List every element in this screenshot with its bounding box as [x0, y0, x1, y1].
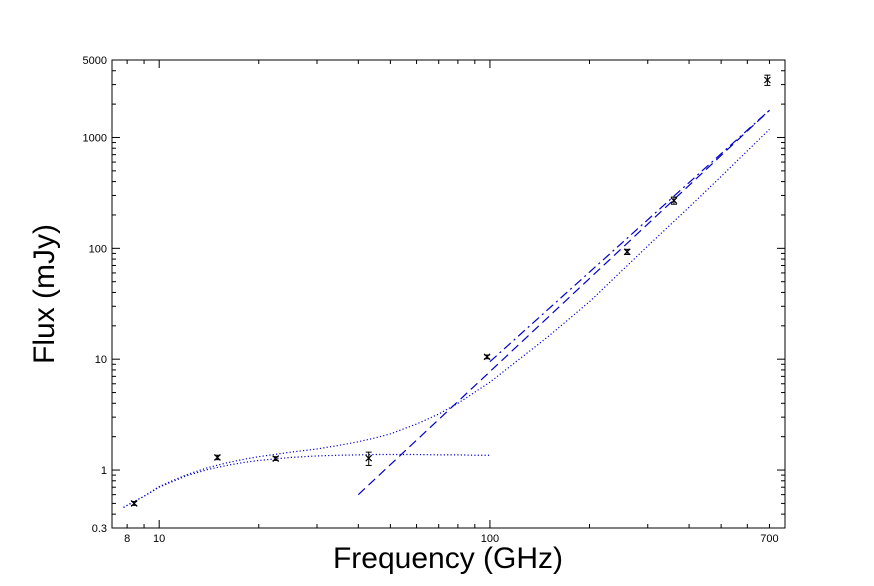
point-marker [623, 248, 631, 256]
data-point [214, 453, 221, 461]
data-point [483, 353, 491, 361]
point-marker [365, 454, 373, 462]
y-tick-label: 100 [89, 243, 107, 255]
data-point [272, 455, 280, 462]
y-tick-label: 0.3 [92, 523, 107, 535]
axis-ticks [112, 59, 785, 529]
x-tick-label: 700 [760, 533, 778, 545]
y-tick-label: 5000 [83, 55, 107, 67]
y-tick-label: 1 [101, 465, 107, 477]
data-point [763, 74, 771, 86]
point-marker [670, 197, 678, 204]
point-marker [214, 453, 221, 461]
x-axis-title: Frequency (GHz) [333, 542, 563, 575]
point-marker [763, 76, 771, 84]
data-points [130, 74, 771, 507]
model-curve-dotted [123, 128, 770, 508]
model-curve-dotted [123, 453, 490, 508]
y-tick-label: 10 [95, 354, 107, 366]
data-point [670, 196, 678, 205]
x-tick-label: 8 [124, 533, 130, 545]
point-marker [272, 455, 280, 462]
data-point [130, 499, 138, 507]
data-point [623, 248, 631, 256]
point-marker [483, 353, 491, 361]
tick-labels: 8 10 100 700 0.3 1 10 100 1000 5000 [83, 55, 779, 545]
y-axis-title: Flux (mJy) [28, 224, 61, 364]
x-tick-label: 100 [481, 533, 499, 545]
model-curves [123, 109, 770, 508]
point-marker [130, 499, 138, 507]
data-point [365, 451, 373, 466]
model-curve-dashed [357, 109, 770, 496]
x-tick-label: 10 [153, 533, 165, 545]
model-curve-dashdot [489, 109, 770, 363]
y-tick-label: 1000 [83, 132, 107, 144]
plot-frame [111, 59, 786, 529]
